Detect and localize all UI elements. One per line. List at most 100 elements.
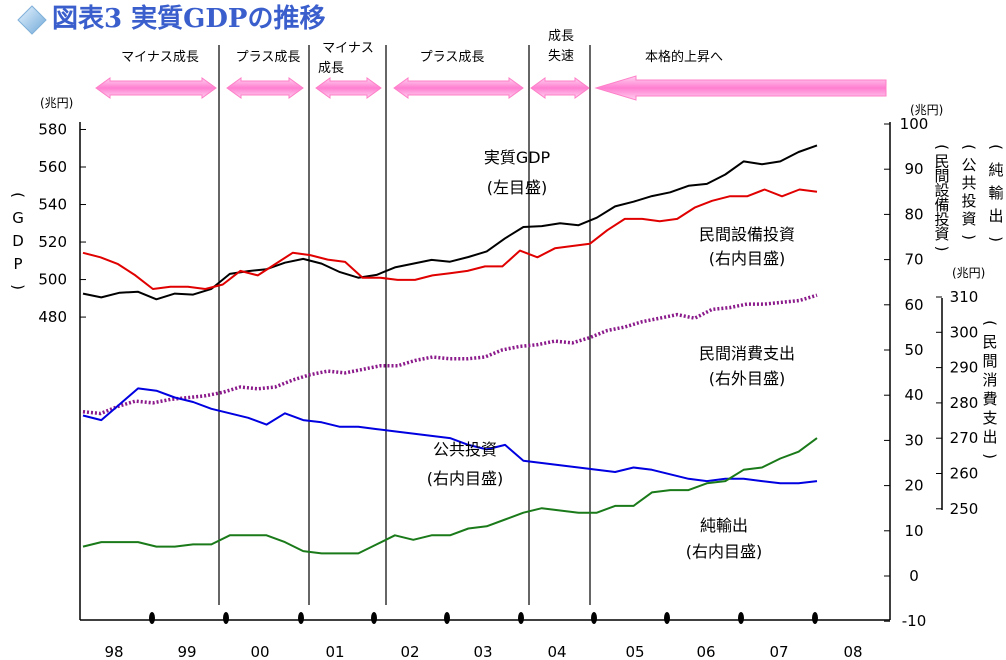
- phase-arrow-upturn: [594, 75, 887, 101]
- annotation-private-consumption: 民間消費支出 (右外目盛): [699, 344, 795, 388]
- axis-label-char: ): [9, 284, 27, 290]
- x-tick-label: 99: [177, 643, 196, 660]
- phase-label: 本格的上昇へ: [645, 49, 723, 65]
- axis-label-char: 設: [934, 182, 949, 200]
- x-tick-mark: [298, 612, 304, 624]
- annotation-real-gdp: 実質GDP (左目盛): [484, 148, 551, 197]
- x-tick-label: 06: [696, 643, 715, 660]
- axis-label-char: 投: [934, 211, 949, 229]
- right-inner-tick-label: 40: [904, 386, 923, 404]
- phase-arrows: [95, 75, 887, 101]
- left-tick-label: 560: [38, 158, 67, 176]
- right-outer-axis-unit: (兆円): [952, 266, 985, 280]
- x-tick-label: 07: [769, 643, 788, 660]
- axis-label-char: 投: [961, 192, 976, 210]
- right-inner-tick-label: 100: [900, 115, 929, 133]
- x-tick-label: 05: [625, 643, 644, 660]
- phase-arrow: [95, 77, 217, 99]
- right-axis-label-private-capex: ( 民間設備投資): [933, 144, 951, 251]
- axis-label-char: D: [12, 232, 24, 250]
- axis-label-char: (: [987, 144, 1005, 150]
- phase-arrow: [393, 77, 524, 99]
- right-axis-label-public-investment: (公共投資): [960, 144, 978, 240]
- right-outer-tick-label: 300: [950, 323, 979, 341]
- series-name-label: 民間設備投資: [699, 225, 795, 244]
- annotation-net-exports: 純輸出 (右内目盛): [686, 516, 763, 561]
- axis-label-char: (: [9, 192, 27, 198]
- x-tick-mark: [738, 612, 744, 624]
- axis-label-char: 公: [961, 156, 976, 174]
- axis-label-char: 間: [934, 167, 949, 185]
- series-annotations: 実質GDP (左目盛) 民間設備投資 (右内目盛) 民間消費支出 (右外目盛) 公共投資 (右…: [427, 148, 795, 561]
- axis-label-char: ): [933, 246, 951, 252]
- axis-label-char: (: [933, 144, 951, 150]
- right-outer-tick-label: 260: [950, 465, 979, 483]
- x-axis-ticks: 98 99 00 01 02 03 04 05 06 07 08: [104, 612, 863, 660]
- axis-label-char: (: [960, 144, 978, 150]
- series-axis-label: (左目盛): [487, 178, 548, 197]
- x-tick-mark: [149, 612, 155, 624]
- series-private-consumption-line: [82, 293, 818, 416]
- chart-title: 図表3 実質GDPの推移: [52, 3, 325, 34]
- left-tick-label: 500: [38, 271, 67, 289]
- right-inner-tick-label: 10: [904, 522, 923, 540]
- x-tick-mark: [371, 612, 377, 624]
- x-tick-label: 01: [325, 643, 344, 660]
- x-tick-mark: [444, 612, 450, 624]
- axis-label-char: 輸: [988, 184, 1003, 202]
- right-inner-tick-label: 80: [904, 205, 923, 223]
- right-inner-tick-label: 60: [904, 296, 923, 314]
- x-tick-mark: [664, 612, 670, 624]
- x-tick-mark: [518, 612, 524, 624]
- phase-arrow: [315, 77, 382, 99]
- series-axis-label: (右内目盛): [709, 249, 786, 268]
- title-diamond-icon: [17, 5, 47, 35]
- phase-label: マイナス成長: [121, 50, 199, 65]
- phase-arrow: [226, 77, 304, 99]
- axis-label-char: 共: [961, 174, 976, 192]
- x-tick-mark: [591, 612, 597, 624]
- series-real-gdp-line: [82, 144, 818, 301]
- phase-label: 成長: [548, 29, 574, 44]
- series-name-label: 公共投資: [433, 440, 497, 459]
- phase-boundaries: [218, 45, 591, 605]
- left-axis-unit: (兆円): [40, 96, 73, 110]
- axis-label-char: 資: [934, 225, 949, 243]
- right-inner-tick-label: 20: [904, 477, 923, 495]
- right-inner-axis-unit: (兆円): [910, 103, 943, 117]
- axis-label-char: 備: [934, 196, 949, 214]
- right-axis-label-net-exports: (純輸出): [987, 144, 1005, 242]
- axis-label-char: P: [13, 255, 22, 273]
- right-inner-tick-label: 30: [904, 431, 923, 449]
- right-outer-tick-label: 290: [950, 359, 979, 377]
- phase-label-line2: 失速: [548, 49, 574, 64]
- right-inner-tick-label: 70: [904, 251, 923, 269]
- axis-label-char: (: [981, 320, 999, 326]
- axis-label-char: 間: [982, 352, 997, 370]
- x-tick-label: 02: [400, 643, 419, 660]
- x-tick-mark: [812, 612, 818, 624]
- series-axis-label: (右内目盛): [686, 542, 763, 561]
- axis-label-char: 民: [934, 153, 949, 171]
- axis-label-char: 民: [982, 333, 997, 351]
- right-outer-tick-label: 250: [950, 500, 979, 518]
- axis-label-char: 支: [982, 409, 997, 427]
- phase-arrow: [530, 77, 590, 99]
- series-net-exports-line: [82, 437, 818, 555]
- phase-label: マイナス: [322, 41, 374, 56]
- x-tick-label: 00: [250, 643, 269, 660]
- x-tick-label: 04: [547, 643, 566, 660]
- right-outer-tick-label: 270: [950, 429, 979, 447]
- left-tick-label: 520: [38, 233, 67, 251]
- right-outer-tick-label: 310: [950, 288, 979, 306]
- right-outer-tick-label: 280: [950, 394, 979, 412]
- axis-label-char: 出: [982, 428, 997, 446]
- annotation-public-investment: 公共投資 (右内目盛): [427, 440, 504, 488]
- series-private-capex-line: [82, 188, 818, 290]
- axis-label-char: ): [960, 234, 978, 240]
- series-name-label: 純輸出: [700, 516, 748, 535]
